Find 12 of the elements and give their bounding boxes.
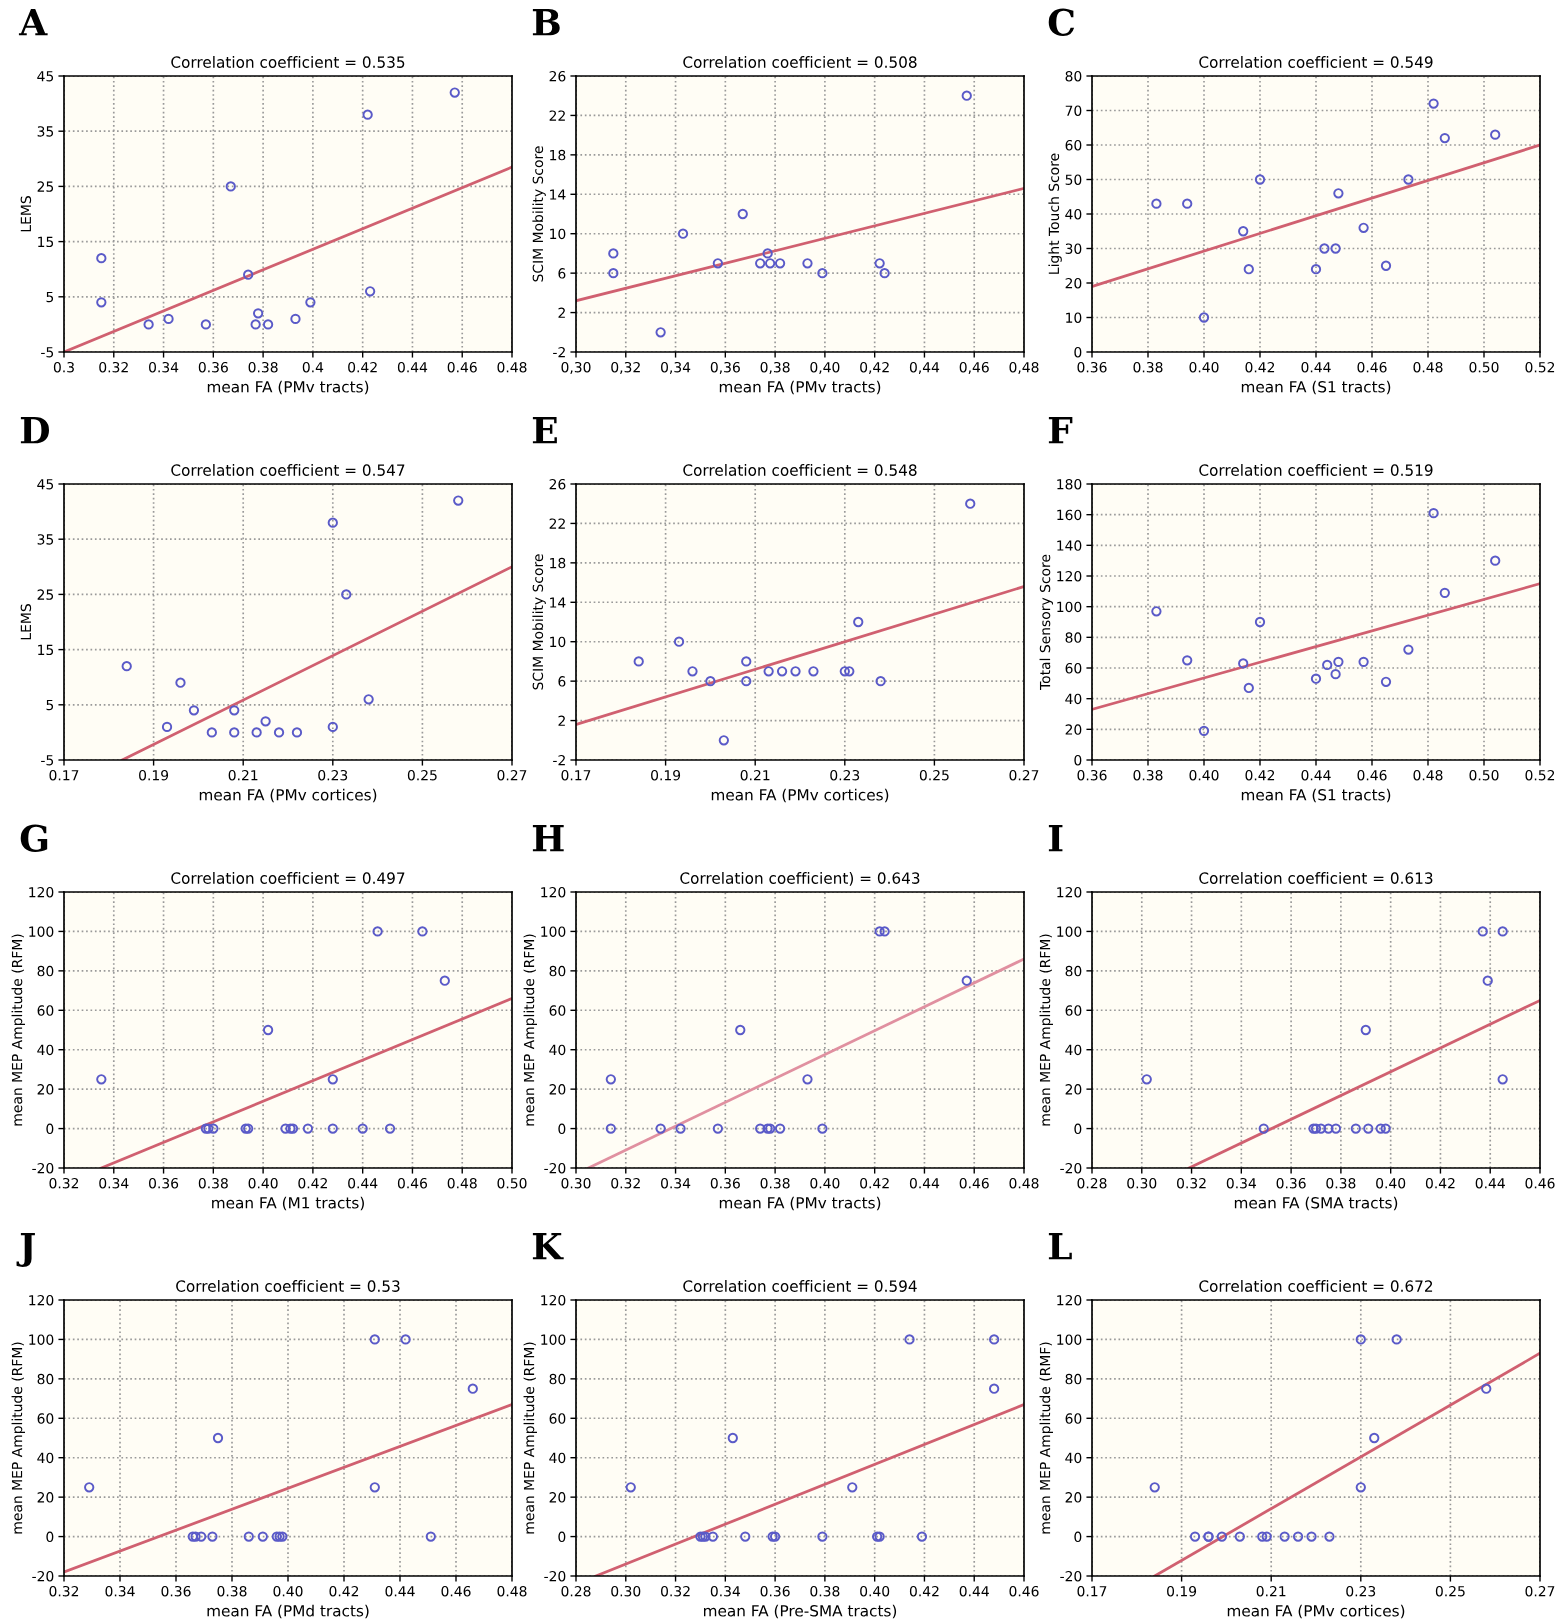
text: K [532,1233,564,1260]
text: G [20,824,48,852]
text: C [1048,8,1075,36]
text: H [532,825,564,852]
text: A [18,9,48,36]
text: E [532,417,557,444]
text: I [1048,825,1063,852]
text: J [16,1233,35,1267]
text: D [20,417,49,444]
text: F [1048,417,1073,444]
text: B [532,9,560,36]
text: L [1048,1233,1072,1260]
